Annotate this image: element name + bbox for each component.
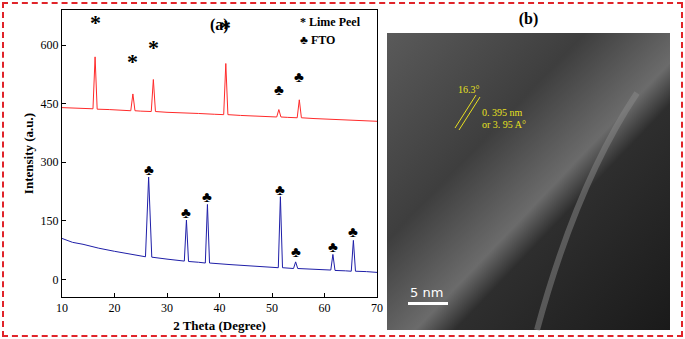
svg-text:300: 300 xyxy=(41,155,59,169)
svg-text:♣: ♣ xyxy=(348,224,358,240)
svg-text:*: * xyxy=(90,10,101,35)
svg-text:600: 600 xyxy=(41,38,59,52)
svg-text:or 3. 95 A°: or 3. 95 A° xyxy=(482,119,526,130)
svg-text:10: 10 xyxy=(56,301,68,315)
svg-text:*: * xyxy=(127,49,138,74)
svg-text:16.3°: 16.3° xyxy=(458,84,480,95)
svg-text:Intensity (a.u.): Intensity (a.u.) xyxy=(21,113,36,194)
svg-text:2 Theta (Degree): 2 Theta (Degree) xyxy=(173,318,266,333)
svg-text:♣: ♣ xyxy=(274,82,284,98)
svg-text:♣: ♣ xyxy=(202,189,212,205)
svg-text:0: 0 xyxy=(53,273,59,287)
svg-text:♣: ♣ xyxy=(181,205,191,221)
svg-text:450: 450 xyxy=(41,97,59,111)
svg-text:(a): (a) xyxy=(210,16,229,34)
svg-text:♣: ♣ xyxy=(294,69,304,85)
svg-text:30: 30 xyxy=(161,301,173,315)
svg-text:♣: ♣ xyxy=(328,239,338,255)
svg-text:70: 70 xyxy=(371,301,383,315)
svg-text:*: * xyxy=(148,35,159,60)
svg-text:* Lime Peel: * Lime Peel xyxy=(300,15,361,29)
svg-text:20: 20 xyxy=(109,301,121,315)
svg-text:150: 150 xyxy=(41,214,59,228)
svg-text:♣ FTO: ♣ FTO xyxy=(300,33,335,47)
svg-text:♣: ♣ xyxy=(291,244,301,260)
svg-text:60: 60 xyxy=(319,301,331,315)
svg-text:0. 395 nm: 0. 395 nm xyxy=(482,107,523,118)
svg-text:♣: ♣ xyxy=(275,182,285,198)
svg-text:50: 50 xyxy=(266,301,278,315)
svg-text:(b): (b) xyxy=(519,10,539,28)
svg-text:40: 40 xyxy=(214,301,226,315)
svg-text:5 nm: 5 nm xyxy=(410,285,443,300)
svg-text:*: * xyxy=(220,15,231,40)
svg-text:♣: ♣ xyxy=(144,162,154,178)
